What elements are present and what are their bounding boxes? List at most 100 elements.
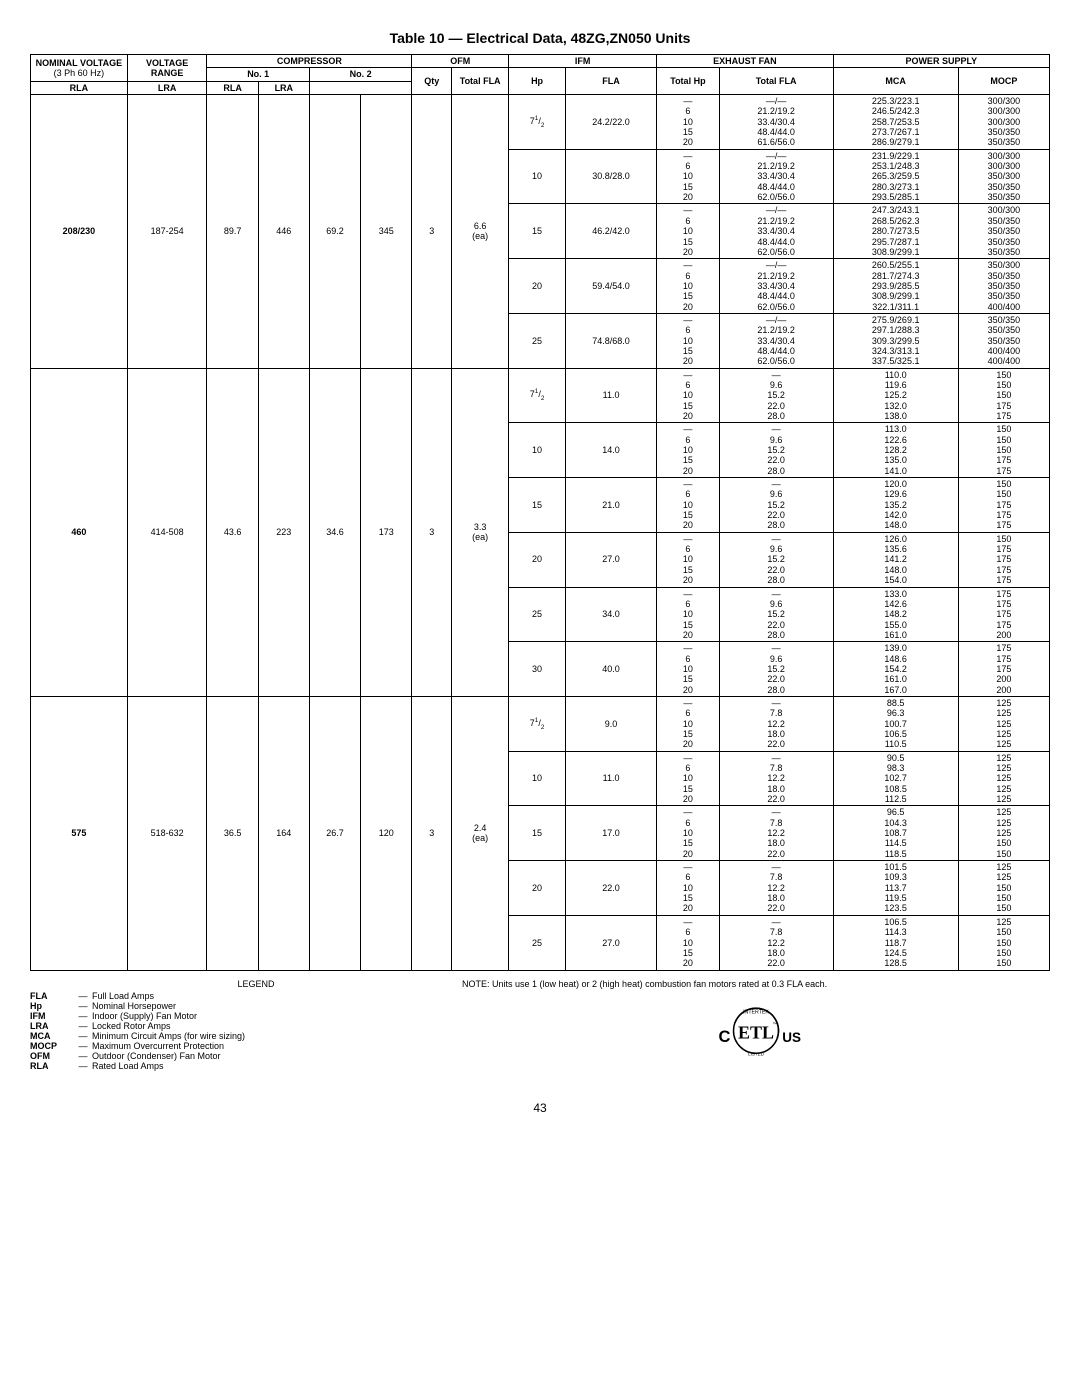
stacked-cell: —9.615.222.028.0 [719, 423, 833, 478]
table-header: NOMINAL VOLTAGE (3 Ph 60 Hz) VOLTAGE RAN… [31, 55, 1050, 95]
ifm-fla-cell: 17.0 [566, 806, 657, 861]
legend-def: Rated Load Amps [92, 1061, 422, 1071]
stacked-cell: 231.9/229.1253.1/248.3265.3/259.5280.3/2… [833, 149, 958, 204]
rla1-cell: 36.5 [207, 696, 258, 970]
ifm-hp-cell: 10 [509, 423, 566, 478]
stacked-cell: —/—21.2/19.233.4/30.448.4/44.061.6/56.0 [719, 95, 833, 150]
header-lra1: LRA [127, 81, 207, 94]
stacked-cell: 350/350350/350350/350400/400400/400 [958, 313, 1049, 368]
stacked-cell: 139.0148.6154.2161.0167.0 [833, 642, 958, 697]
stacked-cell: —/—21.2/19.233.4/30.448.4/44.062.0/56.0 [719, 313, 833, 368]
ofm-fla-cell: 6.6(ea) [452, 95, 509, 369]
stacked-cell: 275.9/269.1297.1/288.3309.3/299.5324.3/3… [833, 313, 958, 368]
ifm-fla-cell: 21.0 [566, 478, 657, 533]
header-ofm: OFM [412, 55, 509, 68]
svg-text:™: ™ [773, 1021, 778, 1026]
stacked-cell: 150150150175175 [958, 368, 1049, 423]
ifm-fla-cell: 40.0 [566, 642, 657, 697]
legend-dash: — [74, 1021, 92, 1031]
ifm-hp-cell: 20 [509, 861, 566, 916]
svg-text:LISTED: LISTED [748, 1051, 765, 1056]
stacked-cell: 133.0142.6148.2155.0161.0 [833, 587, 958, 642]
header-no2: No. 2 [309, 68, 411, 81]
stacked-cell: —6101520 [657, 806, 720, 861]
stacked-cell: —6101520 [657, 478, 720, 533]
stacked-cell: —6101520 [657, 95, 720, 150]
ifm-hp-cell: 25 [509, 313, 566, 368]
stacked-cell: 260.5/255.1281.7/274.3293.9/285.5308.9/2… [833, 259, 958, 314]
page-number: 43 [30, 1101, 1050, 1115]
stacked-cell: 300/300300/300350/300350/350350/350 [958, 149, 1049, 204]
ifm-fla-cell: 46.2/42.0 [566, 204, 657, 259]
stacked-cell: —6101520 [657, 423, 720, 478]
stacked-cell: 175175175200200 [958, 642, 1049, 697]
stacked-cell: —6101520 [657, 861, 720, 916]
stacked-cell: —6101520 [657, 642, 720, 697]
ifm-hp-cell: 10 [509, 751, 566, 806]
stacked-cell: —/—21.2/19.233.4/30.448.4/44.062.0/56.0 [719, 204, 833, 259]
header-ifm: IFM [509, 55, 657, 68]
legend-row: RLA—Rated Load Amps [30, 1061, 422, 1071]
stacked-cell: —6101520 [657, 532, 720, 587]
legend-row: Hp—Nominal Horsepower [30, 1001, 422, 1011]
header-ifm-hp: Hp [509, 68, 566, 95]
legend-abbr: OFM [30, 1051, 74, 1061]
stacked-cell: 126.0135.6141.2148.0154.0 [833, 532, 958, 587]
legend-abbr: MCA [30, 1031, 74, 1041]
legend-abbr: IFM [30, 1011, 74, 1021]
ifm-fla-cell: 74.8/68.0 [566, 313, 657, 368]
qty-cell: 3 [412, 95, 452, 369]
stacked-cell: 350/300350/350350/350350/350400/400 [958, 259, 1049, 314]
stacked-cell: —/—21.2/19.233.4/30.448.4/44.062.0/56.0 [719, 259, 833, 314]
stacked-cell: 113.0122.6128.2135.0141.0 [833, 423, 958, 478]
stacked-cell: 247.3/243.1268.5/262.3280.7/273.5295.7/2… [833, 204, 958, 259]
svg-text:C: C [719, 1028, 731, 1046]
certification-logo: C US INTERTEK LISTED ETL ™ [462, 997, 1050, 1067]
header-compressor: COMPRESSOR [207, 55, 412, 68]
stacked-cell: 96.5104.3108.7114.5118.5 [833, 806, 958, 861]
ifm-fla-cell: 30.8/28.0 [566, 149, 657, 204]
header-exhaust-fan: EXHAUST FAN [657, 55, 833, 68]
nominal-voltage-cell: 460 [31, 368, 128, 696]
header-lra2: LRA [258, 81, 309, 94]
stacked-cell: —7.812.218.022.0 [719, 806, 833, 861]
stacked-cell: 150150175175175 [958, 478, 1049, 533]
stacked-cell: 125150150150150 [958, 915, 1049, 970]
stacked-cell: —7.812.218.022.0 [719, 861, 833, 916]
ifm-fla-cell: 9.0 [566, 696, 657, 751]
header-mocp: MOCP [958, 68, 1049, 95]
header-total-hp: Total Hp [657, 68, 720, 95]
ifm-hp-cell: 25 [509, 915, 566, 970]
stacked-cell: —6101520 [657, 915, 720, 970]
stacked-cell: 300/300350/350350/350350/350350/350 [958, 204, 1049, 259]
stacked-cell: 88.596.3100.7106.5110.5 [833, 696, 958, 751]
nominal-voltage-cell: 575 [31, 696, 128, 970]
ifm-fla-cell: 59.4/54.0 [566, 259, 657, 314]
stacked-cell: —9.615.222.028.0 [719, 368, 833, 423]
stacked-cell: 150150150175175 [958, 423, 1049, 478]
stacked-cell: —6101520 [657, 696, 720, 751]
stacked-cell: 225.3/223.1246.5/242.3258.7/253.5273.7/2… [833, 95, 958, 150]
stacked-cell: —6101520 [657, 204, 720, 259]
legend-dash: — [74, 1041, 92, 1051]
ifm-hp-cell: 71/2 [509, 95, 566, 150]
stacked-cell: 101.5109.3113.7119.5123.5 [833, 861, 958, 916]
stacked-cell: 110.0119.6125.2132.0138.0 [833, 368, 958, 423]
rla2-cell: 69.2 [309, 95, 360, 369]
stacked-cell: —7.812.218.022.0 [719, 696, 833, 751]
stacked-cell: —6101520 [657, 259, 720, 314]
header-nominal-voltage: NOMINAL VOLTAGE (3 Ph 60 Hz) [31, 55, 128, 82]
stacked-cell: 106.5114.3118.7124.5128.5 [833, 915, 958, 970]
lra2-cell: 345 [361, 95, 412, 369]
rla1-cell: 89.7 [207, 95, 258, 369]
legend-def: Full Load Amps [92, 991, 422, 1001]
ifm-fla-cell: 22.0 [566, 861, 657, 916]
stacked-cell: 150175175175175 [958, 532, 1049, 587]
legend-def: Nominal Horsepower [92, 1001, 422, 1011]
ifm-fla-cell: 11.0 [566, 751, 657, 806]
qty-cell: 3 [412, 368, 452, 696]
legend-row: MOCP—Maximum Overcurrent Protection [30, 1041, 422, 1051]
ifm-hp-cell: 71/2 [509, 696, 566, 751]
lra1-cell: 164 [258, 696, 309, 970]
header-ofm-fla: Total FLA [452, 68, 509, 95]
